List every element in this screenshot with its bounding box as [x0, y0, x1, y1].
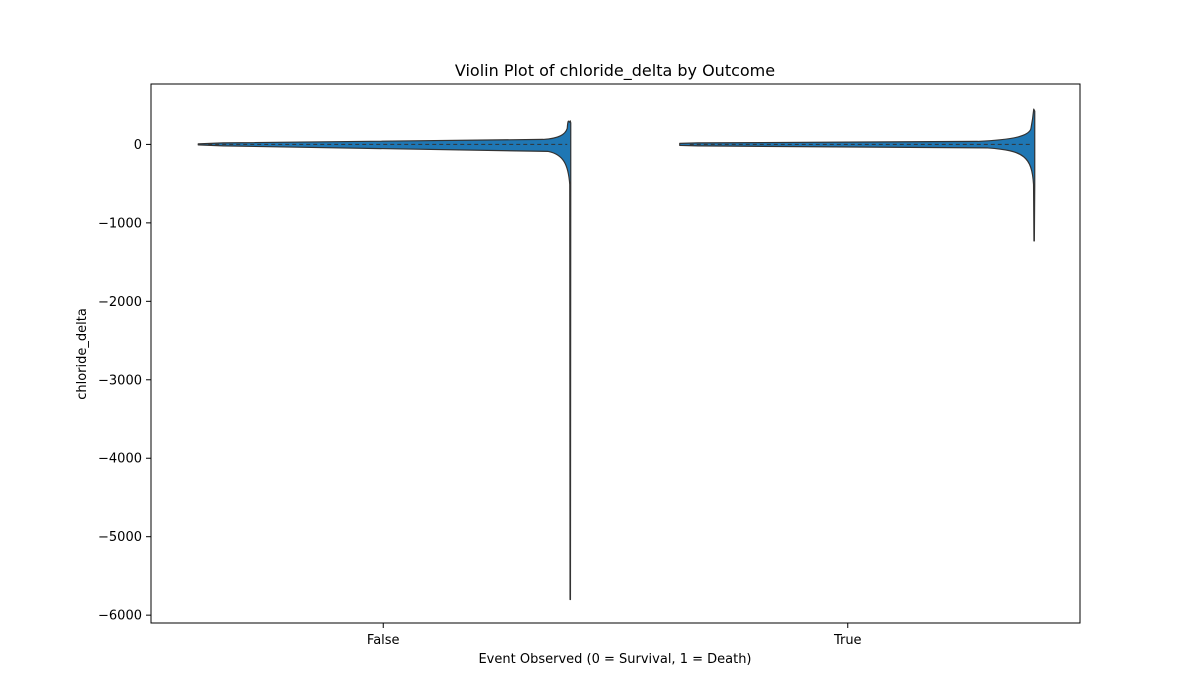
x-tick-label-false: False	[367, 633, 400, 648]
y-tick-label: −4000	[98, 452, 142, 467]
y-tick-label: −5000	[98, 530, 142, 545]
y-tick-label: −3000	[98, 373, 142, 388]
chart-title: Violin Plot of chloride_delta by Outcome	[455, 61, 775, 81]
x-axis: False True	[367, 623, 862, 648]
y-tick-label: −2000	[98, 295, 142, 310]
y-tick-label: −1000	[98, 216, 142, 231]
y-axis-label: chloride_delta	[75, 308, 90, 400]
violin-true	[679, 108, 1036, 242]
violins-layer	[197, 108, 1036, 601]
y-axis: 0 −1000 −2000 −3000 −4000 −5000 −6000	[98, 138, 151, 624]
x-tick-label-true: True	[833, 633, 862, 648]
plot-frame	[150, 83, 1081, 624]
y-tick-label: 0	[134, 138, 142, 153]
violin-false	[197, 120, 572, 601]
x-axis-label: Event Observed (0 = Survival, 1 = Death)	[478, 652, 751, 667]
y-tick-label: −6000	[98, 609, 142, 624]
